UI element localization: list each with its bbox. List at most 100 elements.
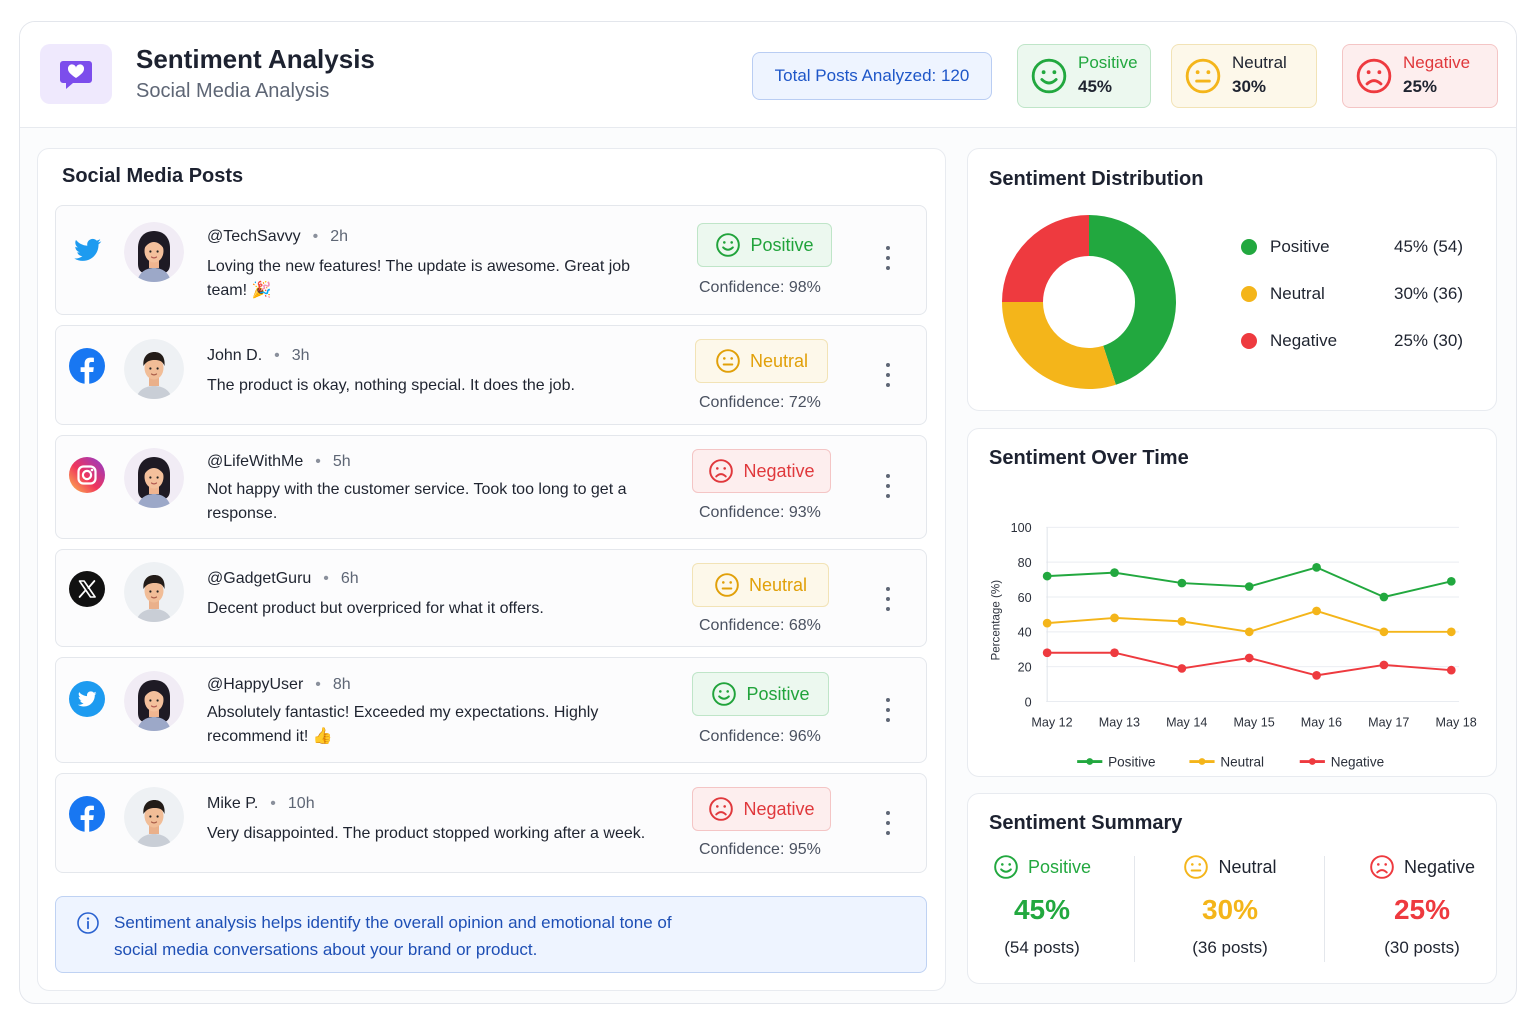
sentiment-label: Neutral <box>749 350 809 371</box>
data-point-positive[interactable] <box>1177 578 1187 588</box>
post-text: Absolutely fantastic! Exceeded my expect… <box>207 704 599 745</box>
negative-dot <box>1241 333 1257 349</box>
data-point-neutral[interactable] <box>1177 617 1187 626</box>
post-card[interactable]: Mike P. • 10h Very disappointed. The produ… <box>55 773 927 873</box>
post-meta: @HappyUser • 8h <box>207 676 351 694</box>
data-point-negative[interactable] <box>1446 665 1456 675</box>
donut-chart <box>1002 215 1176 389</box>
sentiment-label: Positive <box>746 683 810 704</box>
post-card[interactable]: @HappyUser • 8h Absolutely fantastic! Exce… <box>55 657 927 763</box>
data-point-neutral[interactable] <box>1312 606 1321 616</box>
sentiment-over-time-panel: Sentiment Over Time 0 20 40 60 80 100 Percenta… <box>967 428 1497 777</box>
more-options-icon[interactable] <box>882 811 894 835</box>
more-options-icon[interactable] <box>882 698 894 722</box>
post-time: 5h <box>332 453 351 470</box>
post-meta: John D. • 3h <box>207 347 310 365</box>
y-tick-label: 40 <box>1018 626 1032 640</box>
summary-post-count: (30 posts) <box>1384 938 1460 957</box>
sentiment-label: Negative <box>743 460 815 481</box>
data-point-negative[interactable] <box>1110 648 1119 658</box>
y-tick-label: 80 <box>1018 556 1032 570</box>
confidence-text: Confidence: 68% <box>699 617 821 634</box>
post-card[interactable]: @LifeWithMe • 5h Not happy with the custom… <box>55 435 927 539</box>
summary-percent: 45% <box>1013 894 1071 925</box>
post-card[interactable]: @GadgetGuru • 6h Decent product but overpr… <box>55 549 927 647</box>
post-card[interactable]: John D. • 3h The product is okay, nothing … <box>55 325 927 425</box>
post-time: 6h <box>340 570 359 587</box>
meta-separator: • <box>323 570 329 587</box>
post-username[interactable]: John D. <box>207 347 263 364</box>
more-options-icon[interactable] <box>882 587 894 611</box>
data-point-positive[interactable] <box>1244 582 1254 591</box>
legend-marker <box>1198 758 1206 765</box>
data-point-positive[interactable] <box>1110 568 1119 577</box>
total-posts-badge: Total Posts Analyzed: 120 <box>752 52 992 100</box>
summary-percent: 25% <box>1393 894 1451 925</box>
frown-icon <box>708 796 734 822</box>
post-time: 10h <box>287 795 315 812</box>
more-options-icon[interactable] <box>882 474 894 498</box>
meta-separator: • <box>315 676 321 693</box>
post-username[interactable]: @GadgetGuru <box>207 570 312 587</box>
header: Sentiment Analysis Social Media Analysis… <box>20 22 1516 128</box>
x-tick-label: May 16 <box>1301 716 1342 730</box>
donut-slice-negative[interactable] <box>1002 215 1089 302</box>
legend-positive: Positive 45% (54) <box>1233 235 1473 259</box>
data-point-negative[interactable] <box>1244 653 1254 663</box>
data-point-positive[interactable] <box>1312 563 1321 572</box>
twitter-icon <box>68 680 106 718</box>
data-point-negative[interactable] <box>1042 648 1052 658</box>
data-point-neutral[interactable] <box>1446 627 1456 637</box>
neutral-face-icon <box>1184 57 1222 95</box>
more-options-icon[interactable] <box>882 363 894 387</box>
donut-slice-neutral[interactable] <box>1002 302 1116 389</box>
meta-separator: • <box>274 347 280 364</box>
data-point-neutral[interactable] <box>1379 627 1389 637</box>
page-subtitle: Social Media Analysis <box>136 80 330 102</box>
app-window: Sentiment Analysis Social Media Analysis… <box>19 21 1517 1004</box>
data-point-positive[interactable] <box>1042 571 1052 581</box>
summary-label: Positive <box>1027 856 1092 877</box>
frown-icon <box>1369 854 1395 880</box>
post-username[interactable]: @TechSavvy <box>207 228 301 245</box>
legend-marker <box>1086 758 1094 765</box>
post-username[interactable]: Mike P. <box>207 795 259 812</box>
legend-label: Positive <box>1270 237 1330 256</box>
summary-post-count: (54 posts) <box>1004 938 1080 957</box>
facebook-icon <box>68 347 106 385</box>
legend-value: 30% (36) <box>1394 284 1463 303</box>
smile-icon <box>715 232 741 258</box>
info-banner: Sentiment analysis helps identify the ov… <box>55 896 927 973</box>
posts-panel-title: Social Media Posts <box>62 165 244 187</box>
sentiment-summary-panel: Sentiment Summary Positive 45% (54 posts… <box>967 793 1497 984</box>
neutral-stat-label: Neutral <box>1232 53 1287 72</box>
post-time: 2h <box>330 228 349 245</box>
data-point-positive[interactable] <box>1446 576 1456 586</box>
post-text: Loving the new features! The update is a… <box>207 258 631 299</box>
instagram-icon <box>68 456 106 494</box>
more-options-icon[interactable] <box>882 246 894 270</box>
post-text: The product is okay, nothing special. It… <box>207 377 575 394</box>
data-point-neutral[interactable] <box>1110 613 1119 623</box>
sentiment-label: Neutral <box>748 574 808 595</box>
data-point-negative[interactable] <box>1312 671 1321 680</box>
confidence-text: Confidence: 72% <box>699 394 821 411</box>
twitter-icon <box>68 231 106 269</box>
y-tick-label: 20 <box>1018 661 1032 675</box>
avatar <box>124 671 184 731</box>
data-point-positive[interactable] <box>1379 592 1389 602</box>
legend-label: Negative <box>1331 754 1384 769</box>
sentiment-label: Positive <box>750 234 814 255</box>
data-point-negative[interactable] <box>1379 660 1389 670</box>
post-username[interactable]: @LifeWithMe <box>207 453 304 470</box>
avatar <box>124 448 184 508</box>
legend-negative: Negative 25% (30) <box>1233 329 1473 353</box>
post-card[interactable]: @TechSavvy • 2h Loving the new features! T… <box>55 205 927 315</box>
data-point-neutral[interactable] <box>1244 627 1254 637</box>
data-point-negative[interactable] <box>1177 664 1187 673</box>
negative-stat-value: 25% <box>1403 77 1438 96</box>
donut-slice-positive[interactable] <box>1089 215 1176 385</box>
sentiment-badge: Negative <box>692 787 831 831</box>
post-username[interactable]: @HappyUser <box>207 676 304 693</box>
data-point-neutral[interactable] <box>1042 618 1052 628</box>
